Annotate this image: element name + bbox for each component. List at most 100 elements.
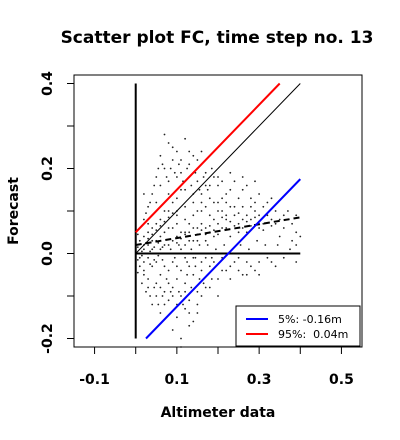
data-point-88 — [233, 261, 236, 263]
data-point-136 — [155, 201, 158, 204]
data-point-9 — [167, 244, 170, 246]
data-point-256 — [173, 171, 176, 174]
data-point-108 — [159, 248, 162, 251]
data-point-94 — [167, 299, 170, 302]
data-point-243 — [264, 244, 267, 246]
data-point-58 — [250, 197, 252, 200]
data-point-292 — [221, 269, 224, 272]
data-point-322 — [233, 225, 236, 227]
data-point-2 — [147, 244, 150, 246]
data-point-326 — [250, 225, 252, 227]
data-point-40 — [155, 176, 158, 178]
data-point-191 — [196, 210, 199, 212]
data-point-192 — [204, 227, 207, 229]
data-point-277 — [153, 286, 156, 289]
data-point-302 — [151, 233, 154, 236]
y-axis-label: Forecast — [6, 177, 22, 245]
data-point-176 — [163, 303, 166, 306]
data-point-77 — [176, 278, 178, 280]
reference-lines — [134, 82, 302, 340]
data-point-252 — [157, 167, 160, 170]
data-point-34 — [278, 235, 281, 238]
data-point-175 — [155, 295, 158, 297]
x-tick-label-3: 0.5 — [329, 372, 354, 388]
data-point-105 — [147, 256, 150, 259]
data-point-297 — [270, 261, 273, 263]
data-point-131 — [282, 227, 285, 229]
legend-label-5pct: 5%: -0.16m — [278, 313, 342, 326]
data-point-284 — [182, 303, 184, 306]
data-point-26 — [229, 235, 232, 238]
data-point-101 — [196, 303, 199, 306]
data-point-91 — [258, 261, 260, 263]
data-point-207 — [213, 176, 215, 178]
data-point-4 — [151, 239, 154, 242]
data-point-53 — [208, 197, 211, 200]
data-point-221 — [157, 242, 160, 244]
data-point-304 — [159, 225, 162, 227]
data-point-57 — [241, 188, 244, 191]
data-point-272 — [282, 214, 285, 217]
data-point-153 — [143, 273, 145, 276]
data-point-45 — [176, 197, 178, 200]
x-axis-ticks: -0.1 0.1 0.3 0.5 — [79, 347, 354, 388]
data-point-92 — [151, 303, 154, 306]
data-point-65 — [171, 146, 174, 149]
data-point-303 — [155, 229, 158, 232]
data-point-253 — [161, 163, 164, 166]
data-point-110 — [167, 227, 170, 229]
data-point-22 — [213, 218, 215, 221]
data-point-48 — [188, 163, 191, 166]
data-point-188 — [167, 210, 170, 212]
data-point-19 — [200, 222, 203, 225]
data-point-151 — [274, 210, 277, 212]
data-point-202 — [176, 176, 178, 178]
data-point-84 — [204, 286, 207, 289]
data-point-173 — [266, 256, 269, 259]
data-point-78 — [180, 295, 182, 297]
data-point-187 — [159, 218, 162, 221]
data-point-305 — [163, 220, 166, 223]
data-point-62 — [176, 150, 178, 153]
data-point-36 — [295, 231, 298, 234]
data-point-321 — [229, 220, 232, 223]
data-point-112 — [176, 222, 178, 225]
data-point-14 — [184, 218, 187, 221]
data-point-159 — [171, 261, 174, 263]
data-point-244 — [276, 244, 279, 246]
data-point-213 — [141, 250, 143, 253]
data-point-200 — [291, 222, 293, 225]
y-tick-label-1: 0.0 — [40, 241, 56, 266]
data-point-96 — [184, 307, 187, 310]
data-point-90 — [250, 265, 252, 268]
data-point-47 — [184, 188, 187, 191]
y-tick-label-2: 0.2 — [40, 156, 56, 181]
data-point-138 — [171, 201, 174, 204]
data-point-186 — [151, 227, 154, 229]
data-point-161 — [180, 269, 182, 272]
data-point-117 — [196, 227, 199, 229]
data-point-160 — [176, 265, 178, 268]
chart-title: Scatter plot FC, time step no. 13 — [61, 28, 374, 48]
data-point-144 — [213, 201, 215, 204]
data-point-147 — [237, 197, 240, 200]
data-point-155 — [155, 261, 158, 263]
data-point-27 — [233, 214, 236, 217]
regression-line — [135, 216, 301, 246]
legend-label-95pct: 95%: 0.04m — [278, 328, 348, 341]
data-point-154 — [147, 286, 150, 289]
data-point-123 — [221, 210, 224, 212]
data-point-287 — [194, 265, 197, 268]
data-point-208 — [221, 180, 224, 183]
data-point-270 — [262, 205, 265, 208]
data-point-74 — [163, 290, 166, 293]
data-point-180 — [188, 324, 191, 327]
data-point-318 — [217, 233, 219, 236]
data-point-165 — [200, 261, 203, 263]
x-axis-label: Altimeter data — [161, 405, 276, 421]
data-point-16 — [188, 231, 191, 234]
data-point-100 — [188, 312, 191, 314]
data-point-89 — [241, 273, 244, 276]
data-point-267 — [229, 171, 232, 174]
data-point-87 — [225, 269, 228, 272]
